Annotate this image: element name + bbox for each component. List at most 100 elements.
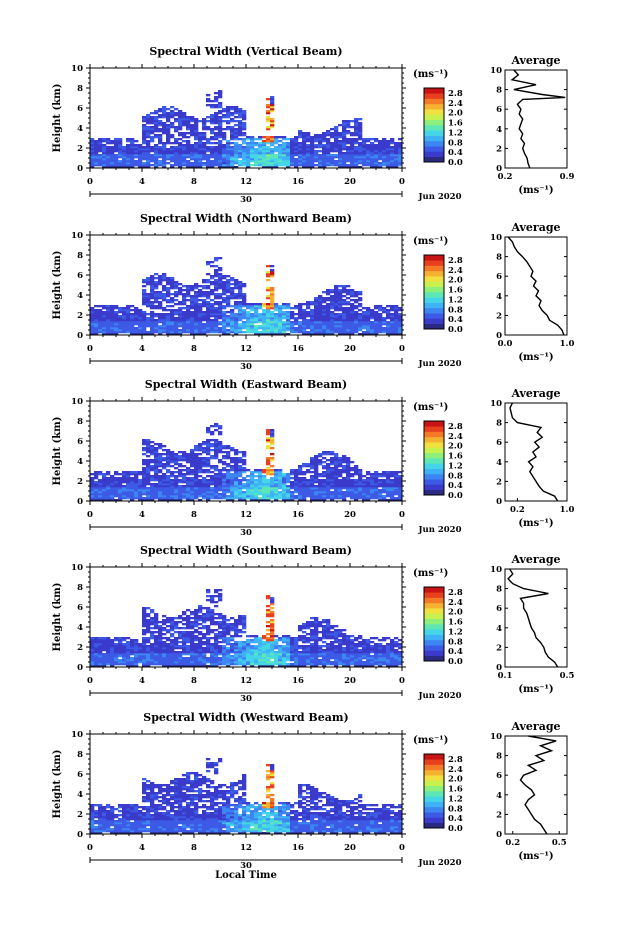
- colorbar-swatch: [424, 281, 444, 288]
- profile-y-tick-label: 6: [496, 604, 502, 614]
- colorbar-swatch: [424, 592, 444, 598]
- colorbar-swatch: [424, 587, 444, 593]
- colorbar-swatch: [424, 140, 444, 147]
- y-tick-label: 8: [77, 251, 83, 261]
- profile-frame: [504, 236, 568, 336]
- x-tick-label: 8: [191, 177, 197, 187]
- colorbar-tick-label: 1.2: [448, 461, 463, 471]
- colorbar-swatch: [424, 484, 444, 491]
- average-profile: Average 0 2 4 6 8 10 0.1 0.5 (ms⁻¹): [490, 553, 574, 695]
- colorbar-swatch: [424, 255, 444, 261]
- colorbar-swatch: [424, 769, 444, 776]
- y-tick-label: 8: [77, 583, 83, 593]
- colorbar-tick-label: 0.4: [448, 647, 463, 657]
- colorbar-swatch: [424, 817, 444, 824]
- profile-y-tick-label: 2: [496, 643, 502, 653]
- x-tick-label: 4: [139, 510, 145, 520]
- colorbar-tick-label: 2.0: [448, 442, 463, 452]
- chart-title: Spectral Width (Northward Beam): [140, 212, 352, 225]
- y-tick-label: 6: [77, 770, 83, 780]
- profile-x-label: (ms⁻¹): [518, 684, 553, 695]
- y-axis-label: Height (km): [52, 251, 63, 320]
- colorbar-tick-label: 2.8: [448, 89, 463, 99]
- y-tick-label: 0: [77, 331, 83, 341]
- x-tick-label: 16: [292, 843, 304, 853]
- colorbar-swatch: [424, 103, 444, 110]
- profile-y-tick-label: 4: [496, 125, 502, 135]
- profile-y-tick-label: 6: [496, 272, 502, 282]
- colorbar-tick-label: 1.2: [448, 295, 463, 305]
- profile-y-tick-label: 6: [496, 105, 502, 115]
- profile-title: Average: [510, 720, 560, 733]
- colorbar-tick-label: 1.2: [448, 794, 463, 804]
- profile-y-tick-label: 0: [496, 497, 502, 507]
- colorbar-unit: (ms⁻¹): [413, 236, 448, 247]
- date-label: 30: [240, 362, 252, 372]
- colorbar-swatch: [424, 276, 444, 282]
- colorbar-tick-label: 2.8: [448, 422, 463, 432]
- heatmap-cells: [90, 90, 403, 169]
- colorbar-swatch: [424, 801, 444, 808]
- chart-title: Spectral Width (Southward Beam): [140, 544, 352, 557]
- profile-y-tick-label: 10: [490, 565, 502, 575]
- profile-y-tick-label: 8: [496, 752, 502, 762]
- colorbar-swatch: [424, 796, 444, 802]
- colorbar-swatch: [424, 608, 444, 614]
- x-tick-label: 8: [191, 510, 197, 520]
- colorbar-swatch: [424, 286, 444, 293]
- colorbar-tick-label: 0.8: [448, 471, 463, 481]
- colorbar-swatch: [424, 156, 444, 163]
- panel-1: Spectral Width (Vertical Beam) 0 2 4 6 8 10 Hei…: [52, 45, 574, 205]
- x-axis-label: Local Time: [215, 870, 277, 881]
- x-tick-label: 0: [87, 676, 93, 686]
- y-axis-label: Height (km): [52, 84, 63, 153]
- colorbar-swatch: [424, 436, 444, 443]
- colorbar-swatch: [424, 265, 444, 272]
- profile-y-tick-label: 8: [496, 585, 502, 595]
- y-tick-label: 10: [71, 397, 83, 407]
- profile-frame: [504, 568, 568, 668]
- colorbar-tick-label: 0.4: [448, 148, 463, 158]
- colorbar-tick-label: 0.4: [448, 315, 463, 325]
- colorbar-swatch: [424, 775, 444, 781]
- colorbar-unit: (ms⁻¹): [413, 402, 448, 413]
- colorbar-tick-label: 0.4: [448, 814, 463, 824]
- y-tick-label: 0: [77, 663, 83, 673]
- profile-y-tick-label: 10: [490, 399, 502, 409]
- profile-y-tick-label: 2: [496, 311, 502, 321]
- colorbar: 0.00.40.81.21.62.02.42.8(ms⁻¹): [413, 402, 463, 501]
- colorbar-tick-label: 2.8: [448, 755, 463, 765]
- colorbar-tick-label: 2.8: [448, 588, 463, 598]
- average-profile: Average 0 2 4 6 8 10 0.2 1.0 (ms⁻¹): [490, 387, 574, 529]
- profile-title: Average: [510, 553, 560, 566]
- colorbar-tick-label: 2.4: [448, 99, 463, 109]
- x-tick-label: 0: [87, 344, 93, 354]
- x-tick-label: 16: [292, 510, 304, 520]
- month-label: Jun 2020: [418, 525, 462, 535]
- colorbar-swatch: [424, 458, 444, 464]
- colorbar-tick-label: 0.0: [448, 325, 463, 335]
- profile-line: [510, 69, 566, 169]
- profile-y-tick-label: 2: [496, 477, 502, 487]
- colorbar-swatch: [424, 323, 444, 330]
- colorbar-tick-label: 1.6: [448, 452, 463, 462]
- profile-x-tick-label: 1.0: [560, 339, 575, 349]
- profile-x-tick-label: 0.9: [560, 172, 575, 182]
- panel-4: Spectral Width (Southward Beam) 0 2 4 6 8 10 He…: [52, 544, 574, 704]
- x-tick-label: 4: [139, 177, 145, 187]
- colorbar-tick-label: 2.0: [448, 276, 463, 286]
- profile-x-tick-label: 0.5: [552, 838, 567, 848]
- x-tick-label: 8: [191, 676, 197, 686]
- colorbar-tick-label: 1.6: [448, 286, 463, 296]
- colorbar-swatch: [424, 302, 444, 309]
- colorbar-tick-label: 0.4: [448, 481, 463, 491]
- heatmap-cells: [90, 758, 403, 835]
- x-tick-label: 20: [344, 843, 356, 853]
- profile-y-tick-label: 8: [496, 253, 502, 263]
- profile-y-tick-label: 10: [490, 732, 502, 742]
- colorbar-swatch: [424, 489, 444, 496]
- colorbar-swatch: [424, 431, 444, 438]
- colorbar-swatch: [424, 655, 444, 662]
- profile-x-label: (ms⁻¹): [518, 185, 553, 196]
